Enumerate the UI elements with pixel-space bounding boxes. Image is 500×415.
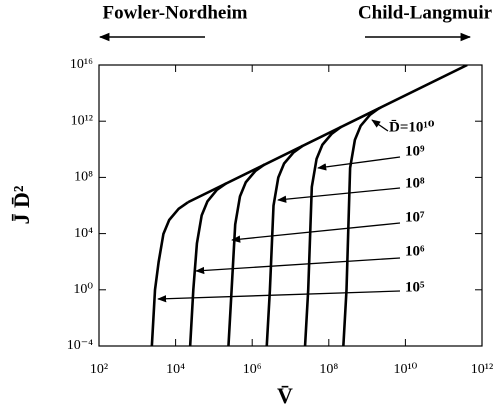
- annotation-arrow: [277, 187, 401, 203]
- y-tick-label: 10¹²: [71, 113, 93, 128]
- curve: [342, 106, 381, 346]
- y-tick-label: 10⁸: [74, 170, 93, 185]
- annotation-label: 10⁹: [405, 143, 425, 159]
- x-tick-label: 10¹²: [471, 362, 493, 377]
- annotation-label: 10⁶: [405, 243, 425, 259]
- annotation-arrow: [371, 119, 389, 132]
- curve: [188, 182, 227, 346]
- annotation-arrow: [157, 290, 401, 303]
- curve: [187, 65, 468, 204]
- y-tick-label: 10⁻⁴: [67, 338, 93, 353]
- annotation-label: 10⁷: [405, 209, 425, 225]
- curve: [227, 163, 266, 346]
- curve: [265, 144, 304, 346]
- x-axis-label: V̄: [277, 383, 293, 408]
- annotation-label: 10⁸: [405, 175, 425, 191]
- annotation-label: 10⁵: [405, 279, 425, 295]
- annotation-arrow: [195, 257, 401, 275]
- x-tick-label: 10⁸: [319, 362, 338, 377]
- curve: [150, 201, 189, 346]
- plot-area: [150, 65, 468, 346]
- header-label: Child-Langmuir: [358, 2, 493, 23]
- annotation-arrow: [317, 156, 401, 171]
- y-axis-label: J̄ D̄²: [9, 185, 34, 224]
- plot-frame: [98, 64, 483, 347]
- y-tick-label: 10¹⁶: [70, 57, 93, 72]
- y-tick-label: 10⁰: [73, 282, 93, 297]
- annotation-arrow: [231, 222, 401, 243]
- x-tick-label: 10⁴: [166, 362, 185, 377]
- annotation-label: D̄=10¹⁰: [389, 119, 435, 135]
- y-tick-label: 10⁴: [74, 226, 93, 241]
- x-tick-label: 10²: [90, 362, 108, 377]
- curve: [303, 125, 342, 346]
- x-tick-label: 10¹⁰: [393, 362, 417, 377]
- x-tick-label: 10⁶: [243, 362, 262, 377]
- header-label: Fowler-Nordheim: [103, 2, 248, 23]
